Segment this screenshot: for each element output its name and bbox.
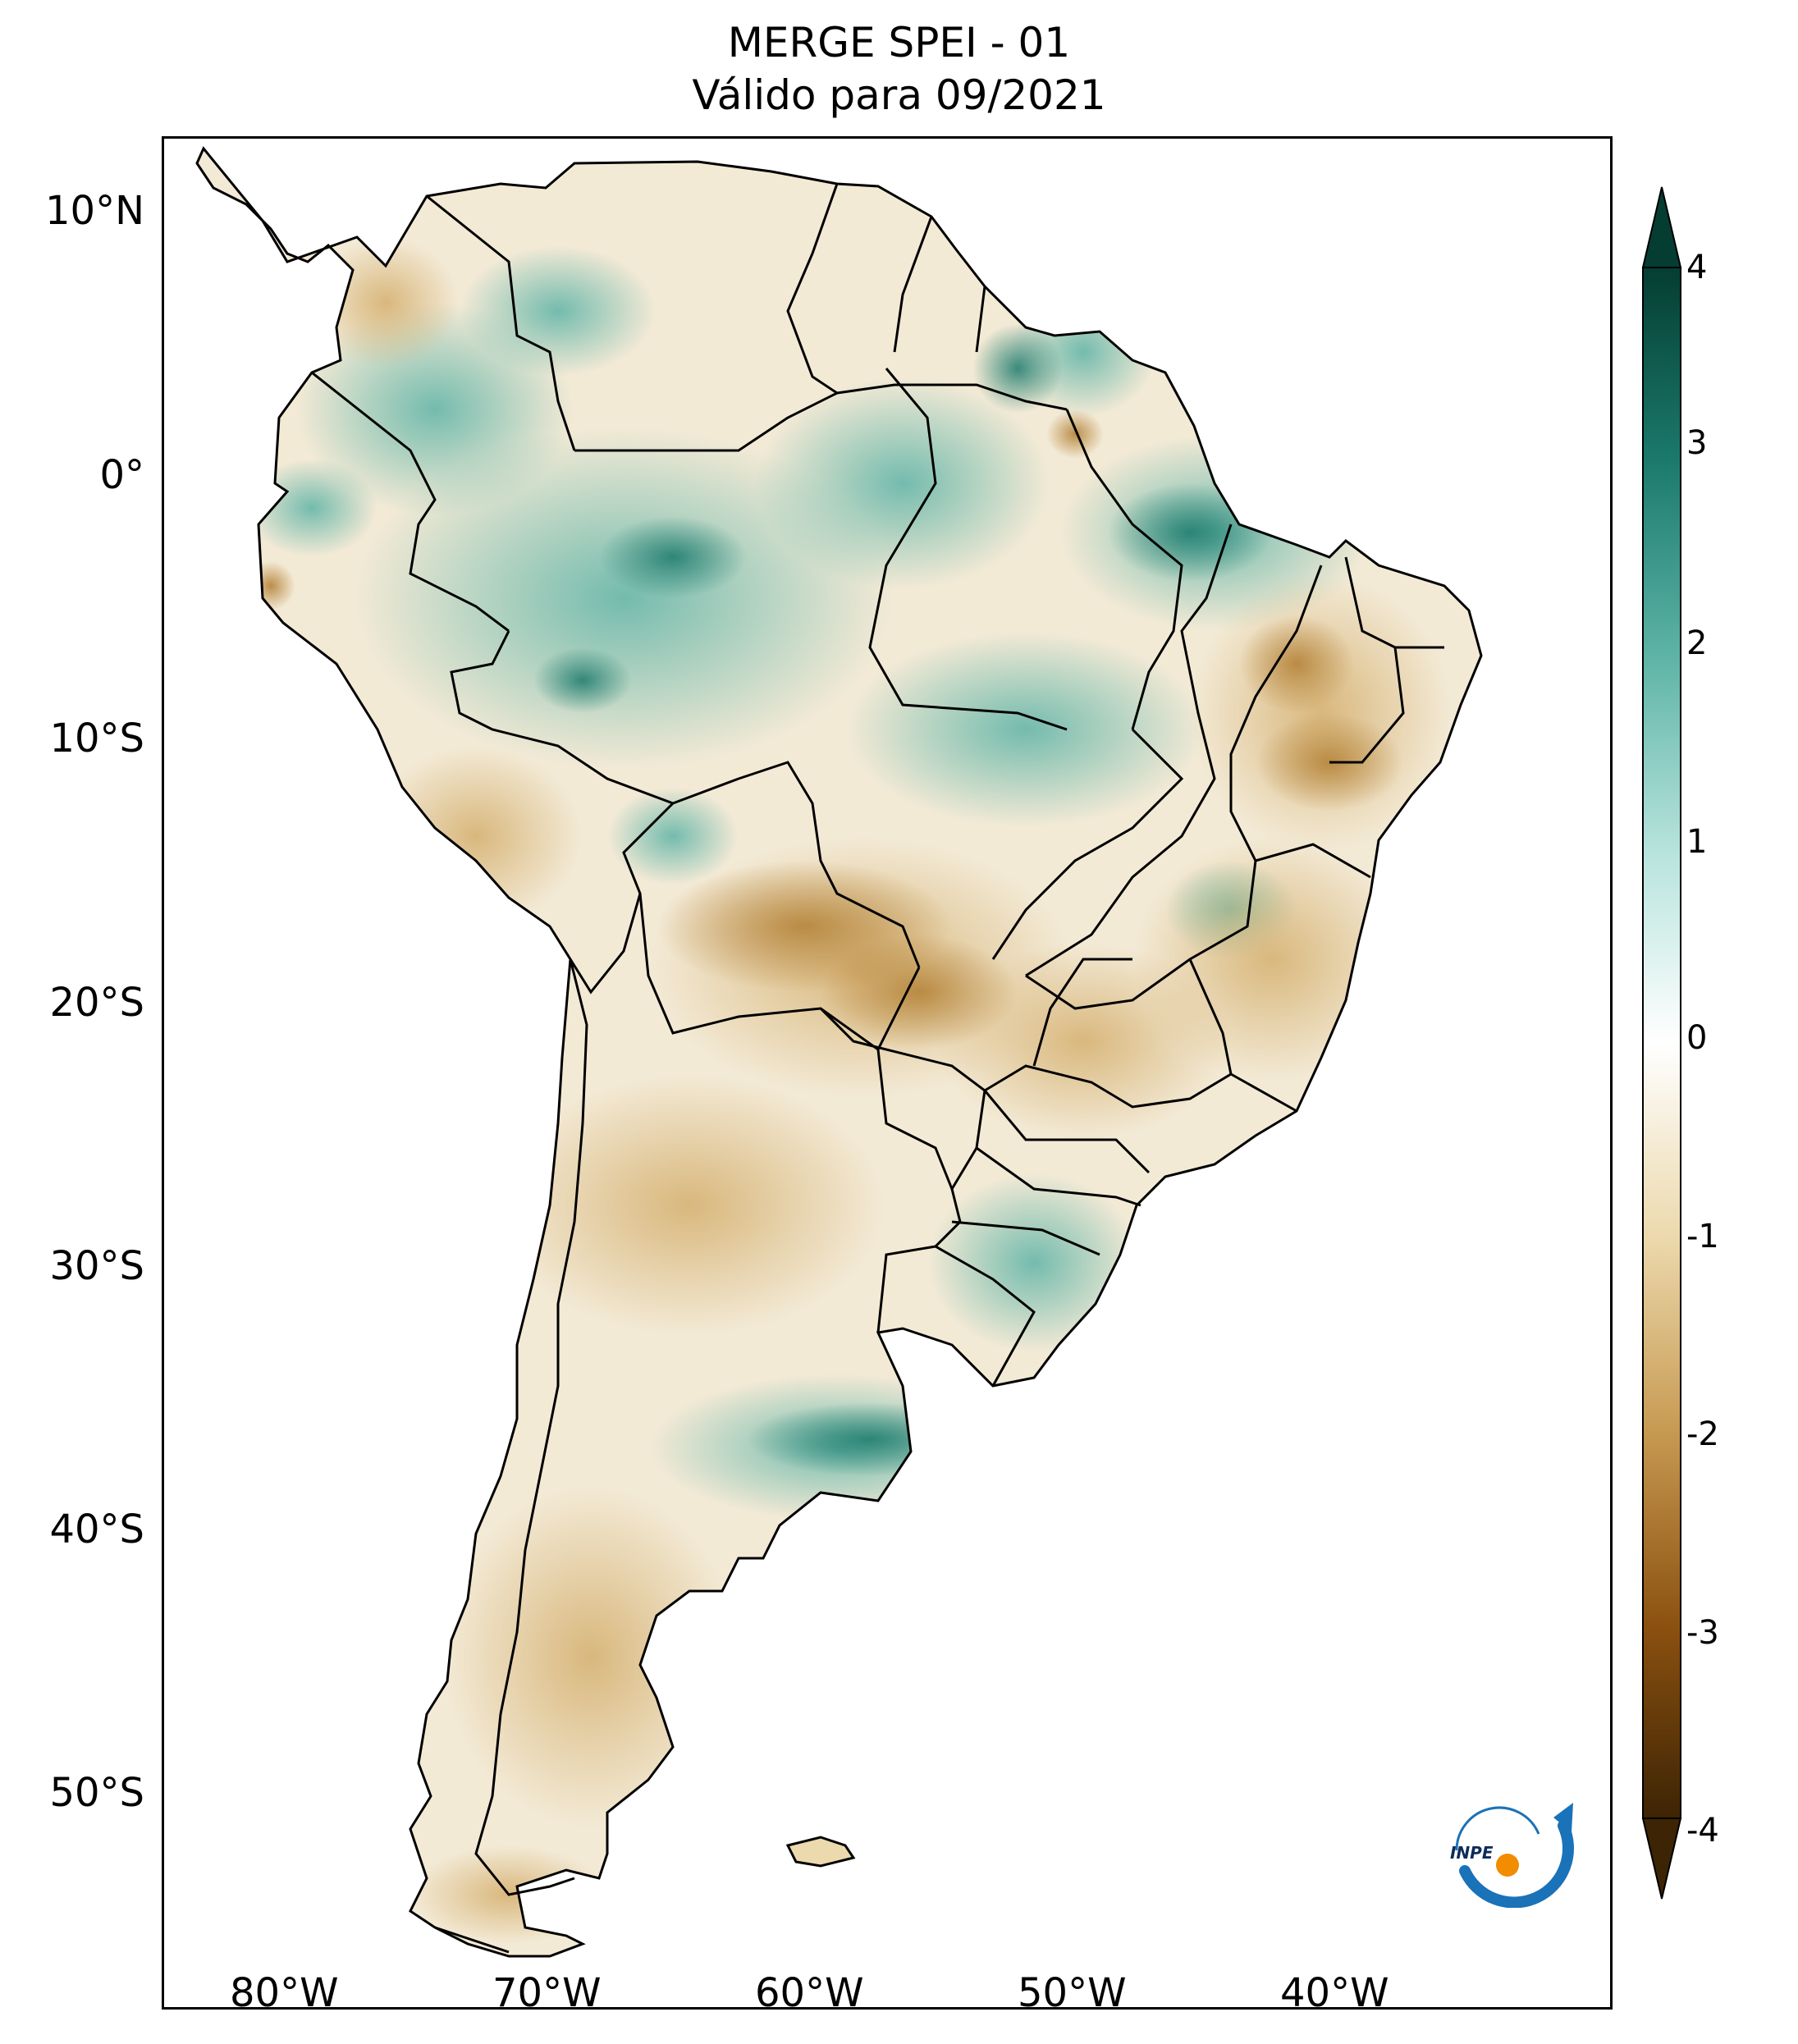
map-title: MERGE SPEI - 01	[727, 19, 1071, 66]
colorbar-gradient	[1642, 267, 1681, 1819]
colorbar-max-extend	[1641, 186, 1682, 268]
lon-tick-40w: 40°W	[1280, 1970, 1389, 2016]
colorbar-label-1: 1	[1686, 823, 1708, 861]
colorbar-label-0: 0	[1686, 1019, 1708, 1057]
lat-tick-20s: 20°S	[49, 980, 144, 1026]
map-canvas	[195, 146, 1483, 1958]
colorbar	[1641, 186, 1682, 1900]
borders	[195, 146, 1483, 1958]
lon-tick-80w: 80°W	[230, 1970, 339, 2016]
lon-tick-70w: 70°W	[492, 1970, 602, 2016]
map-subtitle: Válido para 09/2021	[692, 71, 1106, 119]
inpe-logo: INPE	[1450, 1803, 1574, 1908]
colorbar-label-2: 2	[1686, 624, 1708, 662]
map-frame	[162, 136, 1613, 2010]
colorbar-label-neg3: -3	[1686, 1614, 1719, 1652]
colorbar-label-4: 4	[1686, 249, 1708, 286]
lat-tick-40s: 40°S	[49, 1507, 144, 1552]
colorbar-label-neg4: -4	[1686, 1812, 1719, 1850]
lat-tick-0: 0°	[99, 452, 144, 498]
colorbar-label-neg1: -1	[1686, 1218, 1719, 1255]
lon-tick-50w: 50°W	[1018, 1970, 1127, 2016]
inpe-logo-text: INPE	[1450, 1843, 1494, 1863]
lon-tick-60w: 60°W	[755, 1970, 864, 2016]
colorbar-min-extend	[1641, 1818, 1682, 1900]
lat-tick-10n: 10°N	[45, 188, 144, 234]
colorbar-label-3: 3	[1686, 424, 1708, 462]
lat-tick-50s: 50°S	[49, 1770, 144, 1816]
lat-tick-10s: 10°S	[49, 716, 144, 761]
colorbar-label-neg2: -2	[1686, 1415, 1719, 1453]
lat-tick-30s: 30°S	[49, 1243, 144, 1289]
